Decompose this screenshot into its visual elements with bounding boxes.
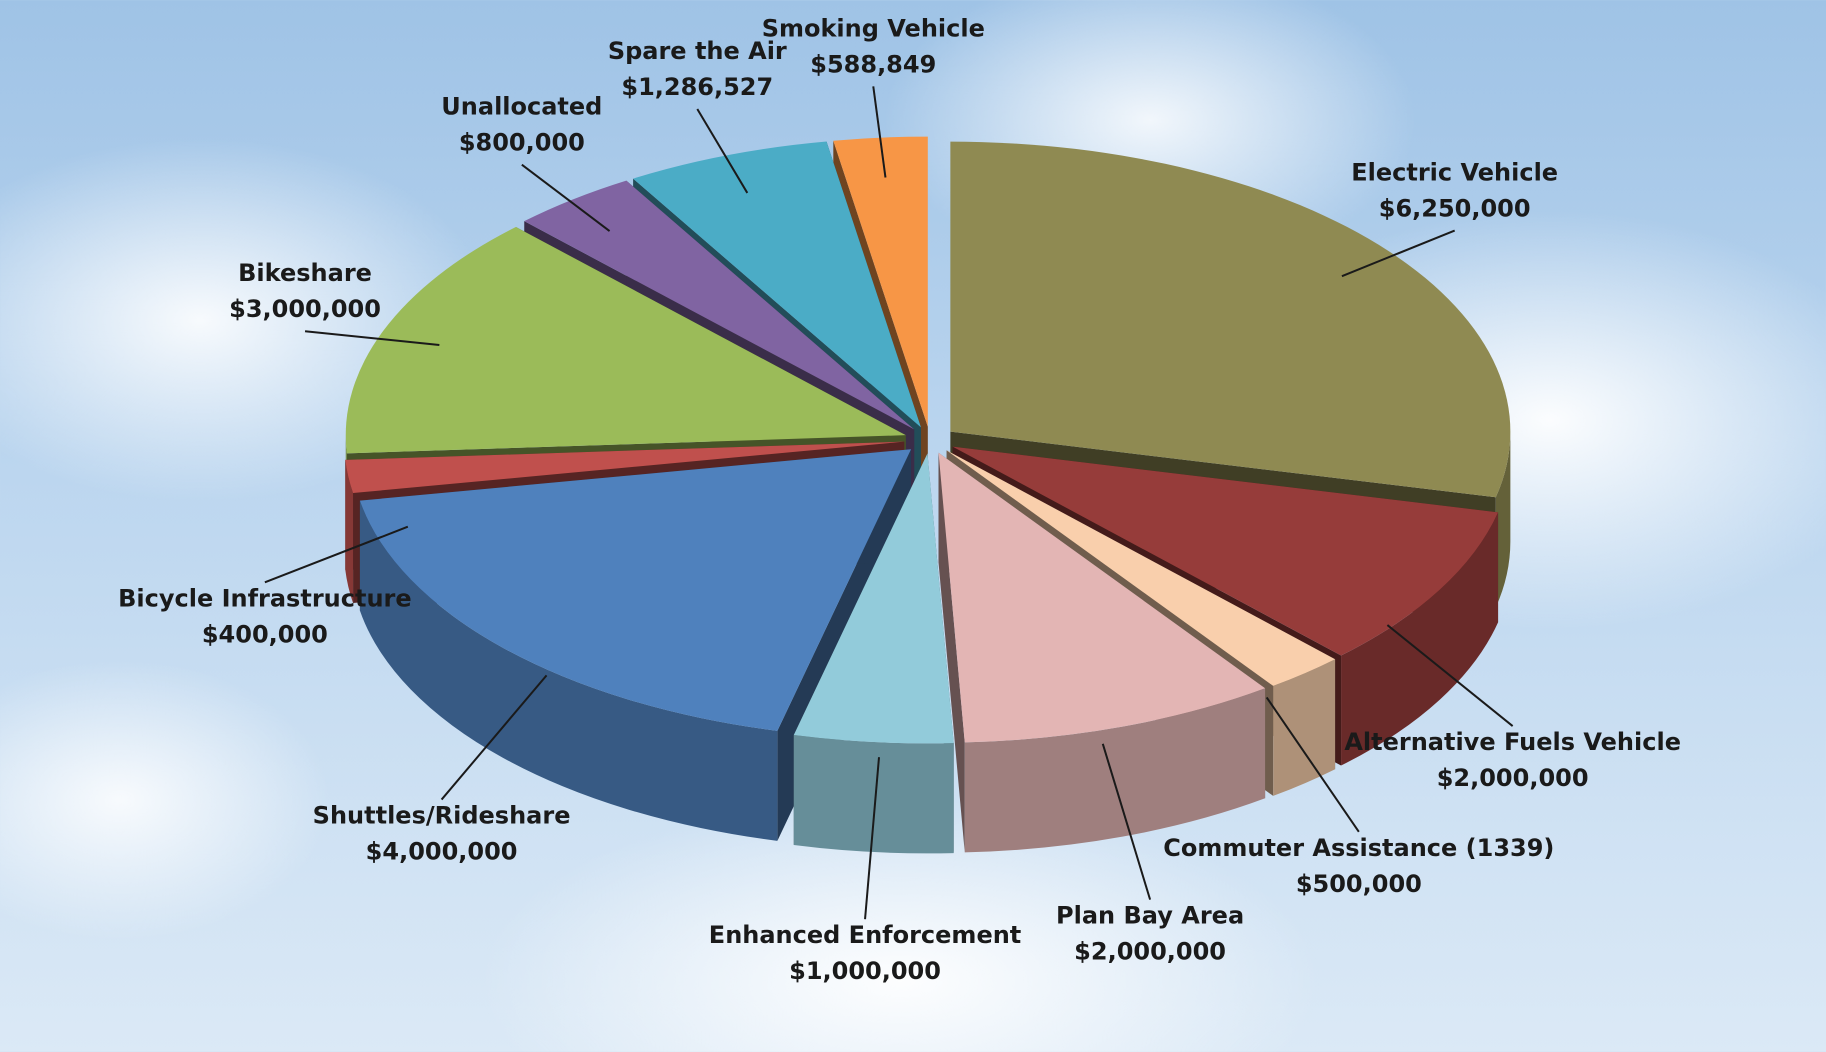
leader-line bbox=[521, 163, 611, 232]
slice-top bbox=[833, 136, 928, 427]
leader-line bbox=[304, 330, 440, 347]
leader-line bbox=[440, 674, 548, 801]
slice-top bbox=[946, 450, 1336, 686]
category-label: Shuttles/Rideshare bbox=[313, 802, 571, 830]
leader-line bbox=[1341, 229, 1456, 278]
value-label: $6,250,000 bbox=[1379, 195, 1531, 223]
slice-wall bbox=[1273, 659, 1336, 796]
value-label: $1,000,000 bbox=[789, 957, 941, 985]
slice-wall bbox=[345, 459, 354, 604]
slice-wall bbox=[793, 735, 954, 854]
leader-line bbox=[864, 757, 880, 920]
slice-top bbox=[793, 453, 954, 744]
data-label: Smoking Vehicle $588,849 bbox=[762, 14, 985, 78]
slice-top bbox=[950, 141, 1511, 498]
category-label: Electric Vehicle bbox=[1351, 159, 1558, 187]
leader-line bbox=[1386, 624, 1514, 727]
category-label: Spare the Air bbox=[608, 37, 787, 65]
slice-top bbox=[359, 449, 912, 731]
category-label: Plan Bay Area bbox=[1056, 902, 1244, 930]
data-label: Bicycle Infrastructure $400,000 bbox=[118, 584, 412, 648]
value-label: $2,000,000 bbox=[1437, 764, 1589, 792]
data-label: Bikeshare $3,000,000 bbox=[229, 259, 381, 323]
slice-wall bbox=[359, 500, 778, 841]
value-label: $500,000 bbox=[1296, 870, 1422, 898]
value-label: $400,000 bbox=[202, 620, 328, 648]
slice-top bbox=[524, 180, 915, 430]
slice bbox=[938, 452, 1266, 853]
value-label: $2,000,000 bbox=[1074, 938, 1226, 966]
category-label: Unallocated bbox=[441, 93, 602, 121]
value-label: $1,286,527 bbox=[621, 73, 773, 101]
slice-top bbox=[952, 446, 1499, 656]
slice-top bbox=[345, 226, 906, 454]
leader-line bbox=[1265, 696, 1360, 833]
slice-wall bbox=[1341, 512, 1499, 766]
data-label: Shuttles/Rideshare $4,000,000 bbox=[313, 802, 571, 866]
slice-wall bbox=[1495, 431, 1511, 608]
data-label: Enhanced Enforcement $1,000,000 bbox=[709, 921, 1021, 985]
slice-top bbox=[938, 452, 1266, 743]
value-label: $3,000,000 bbox=[229, 295, 381, 323]
data-label: Electric Vehicle $6,250,000 bbox=[1351, 159, 1558, 223]
value-label: $800,000 bbox=[459, 129, 585, 157]
data-label: Alternative Fuels Vehicle $2,000,000 bbox=[1344, 728, 1681, 792]
leader-line bbox=[872, 86, 887, 178]
value-label: $4,000,000 bbox=[366, 838, 518, 866]
leader-line bbox=[696, 108, 749, 194]
slice-side bbox=[938, 452, 965, 853]
data-label: Plan Bay Area $2,000,000 bbox=[1056, 902, 1244, 966]
slice-top bbox=[633, 141, 921, 428]
category-label: Bicycle Infrastructure bbox=[118, 584, 412, 612]
category-label: Bikeshare bbox=[238, 259, 372, 287]
value-label: $588,849 bbox=[810, 50, 936, 78]
slice bbox=[359, 449, 912, 841]
slice-top bbox=[345, 441, 905, 494]
category-label: Commuter Assistance (1339) bbox=[1163, 834, 1554, 862]
category-label: Alternative Fuels Vehicle bbox=[1344, 728, 1681, 756]
data-label: Commuter Assistance (1339) $500,000 bbox=[1163, 834, 1554, 898]
leader-line bbox=[264, 525, 409, 584]
leader-line bbox=[1101, 743, 1152, 900]
data-label: Unallocated $800,000 bbox=[441, 93, 602, 157]
category-label: Smoking Vehicle bbox=[762, 14, 985, 42]
category-label: Enhanced Enforcement bbox=[709, 921, 1021, 949]
data-label: Spare the Air $1,286,527 bbox=[608, 37, 787, 101]
slice bbox=[793, 453, 954, 854]
slice-wall bbox=[964, 688, 1266, 853]
